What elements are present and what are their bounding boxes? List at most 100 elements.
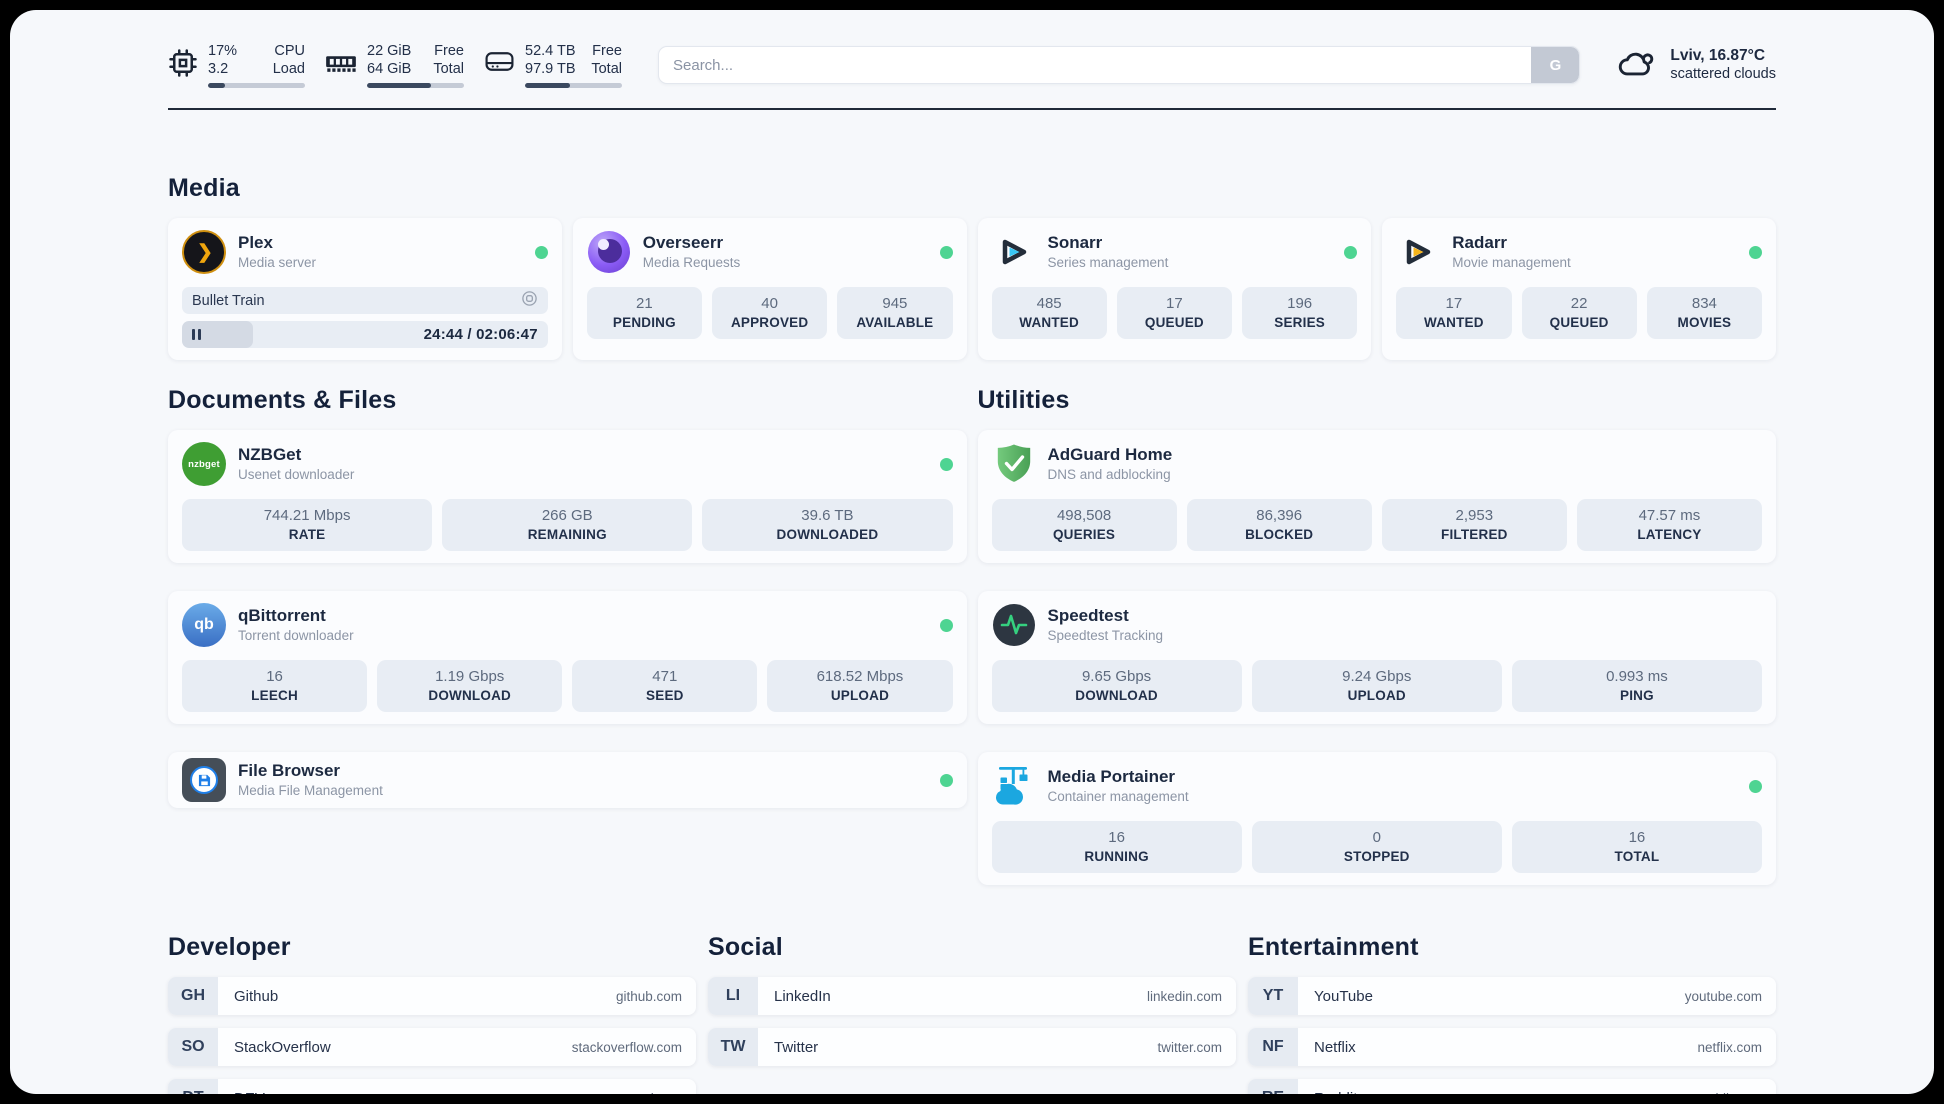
stat-upload: 9.24 Gbps UPLOAD xyxy=(1251,660,1502,712)
section-title-documents: Documents & Files xyxy=(168,386,397,414)
bookmark-url: netflix.com xyxy=(1697,1039,1762,1055)
memory-widget: 22 GiB 64 GiB Free Total xyxy=(325,42,464,88)
app-card-nzbget[interactable]: nzbget NZBGet Usenet downloader 744.21 M… xyxy=(168,430,967,563)
bookmark-group-developer: Developer GH Github github.com SO StackO… xyxy=(168,933,696,1094)
playback-time: 24:44 / 02:06:47 xyxy=(423,326,538,343)
app-card-radarr[interactable]: Radarr Movie management 17 WANTED 22 QUE… xyxy=(1382,218,1776,360)
app-name: AdGuard Home xyxy=(1047,445,1173,465)
stat-seed: 471 SEED xyxy=(572,660,758,712)
memory-total-label: Total xyxy=(433,61,464,77)
plex-icon: ❯ xyxy=(182,230,226,274)
pause-icon[interactable] xyxy=(192,329,201,340)
bookmark-github[interactable]: GH Github github.com xyxy=(168,977,696,1015)
app-card-plex[interactable]: ❯ Plex Media server Bullet Train xyxy=(168,218,562,360)
memory-free-label: Free xyxy=(434,43,464,59)
memory-total-value: 64 GiB xyxy=(367,61,412,77)
section-title-entertainment: Entertainment xyxy=(1248,933,1419,961)
stat-downloaded: 39.6 TB DOWNLOADED xyxy=(702,499,953,551)
cpu-progress-bar xyxy=(208,83,305,88)
adguard-icon xyxy=(992,442,1036,486)
status-dot xyxy=(939,618,953,632)
bookmark-name: StackOverflow xyxy=(234,1038,331,1056)
session-icon[interactable] xyxy=(521,290,538,311)
app-card-sonarr[interactable]: Sonarr Series management 485 WANTED 17 Q… xyxy=(977,218,1372,360)
now-playing-title: Bullet Train xyxy=(192,292,265,309)
app-description: Container management xyxy=(1047,789,1189,805)
app-name: Sonarr xyxy=(1047,233,1103,253)
app-name: Overseerr xyxy=(642,233,724,253)
bookmark-youtube[interactable]: YT YouTube youtube.com xyxy=(1248,977,1776,1015)
app-name: qBittorrent xyxy=(238,606,326,626)
app-name: NZBGet xyxy=(238,445,302,465)
app-description: Torrent downloader xyxy=(238,628,354,644)
bookmark-abbr: LI xyxy=(708,977,758,1015)
memory-free-value: 22 GiB xyxy=(367,43,412,59)
search-engine-button[interactable]: G xyxy=(1531,47,1580,83)
section-documents: Documents & Files nzbget NZBGet Usenet d… xyxy=(168,386,967,885)
section-title-media: Media xyxy=(168,174,240,202)
bookmark-url: dev.to xyxy=(646,1091,682,1095)
stat-blocked: 86,396 BLOCKED xyxy=(1186,499,1372,551)
app-card-filebrowser[interactable]: File Browser Media File Management xyxy=(168,752,967,808)
stat-total: 16 TOTAL xyxy=(1511,821,1763,873)
filebrowser-icon xyxy=(182,758,226,802)
bookmark-stackoverflow[interactable]: SO StackOverflow stackoverflow.com xyxy=(168,1028,696,1066)
cpu-widget: 17% 3.2 CPU Load xyxy=(168,42,305,88)
disk-total-label: Total xyxy=(591,61,622,77)
bookmark-name: Twitter xyxy=(774,1038,819,1056)
bookmark-url: stackoverflow.com xyxy=(571,1039,682,1055)
search-input[interactable] xyxy=(659,47,1532,83)
bookmark-twitter[interactable]: TW Twitter twitter.com xyxy=(708,1028,1236,1066)
app-description: DNS and adblocking xyxy=(1047,467,1171,483)
header-divider xyxy=(168,108,1776,110)
disk-free-label: Free xyxy=(592,43,622,59)
now-playing-row: Bullet Train xyxy=(182,287,548,314)
app-description: Media Requests xyxy=(642,255,741,271)
status-dot xyxy=(939,773,953,787)
app-card-qbittorrent[interactable]: qb qBittorrent Torrent downloader 16 LEE… xyxy=(168,591,967,724)
disk-icon xyxy=(484,48,515,75)
bookmark-url: linkedin.com xyxy=(1146,988,1222,1004)
bookmark-name: DEV xyxy=(234,1090,265,1095)
status-dot xyxy=(1749,779,1762,793)
cpu-usage-value: 17% xyxy=(208,43,238,59)
disk-total-value: 97.9 TB xyxy=(525,61,576,77)
section-utilities: Utilities xyxy=(977,386,1776,885)
bookmark-abbr: GH xyxy=(168,977,218,1015)
status-dot xyxy=(1344,245,1358,259)
app-card-speedtest[interactable]: Speedtest Speedtest Tracking 9.65 Gbps D… xyxy=(977,591,1776,724)
bookmark-reddit[interactable]: RE Reddit reddit.com xyxy=(1248,1079,1776,1094)
bookmark-url: twitter.com xyxy=(1157,1039,1222,1055)
disk-widget: 52.4 TB 97.9 TB Free Total xyxy=(484,42,622,88)
cpu-load-value: 3.2 xyxy=(208,61,229,77)
app-card-portainer[interactable]: Media Portainer Container management 16 … xyxy=(977,752,1776,885)
bookmark-group-entertainment: Entertainment YT YouTube youtube.com NF … xyxy=(1248,933,1776,1094)
dashboard-page: 17% 3.2 CPU Load xyxy=(10,10,1934,1094)
cpu-load-label: Load xyxy=(272,61,305,77)
bookmark-dev[interactable]: DT DEV dev.to xyxy=(168,1079,696,1094)
stat-ping: 0.993 ms PING xyxy=(1511,660,1763,712)
section-title-developer: Developer xyxy=(168,933,291,961)
playback-progress-bar[interactable]: 24:44 / 02:06:47 xyxy=(182,321,548,348)
cpu-usage-label: CPU xyxy=(274,43,305,59)
app-description: Media File Management xyxy=(238,783,383,799)
app-card-overseerr[interactable]: Overseerr Media Requests 21 PENDING 40 A… xyxy=(572,218,967,360)
section-title-utilities: Utilities xyxy=(977,386,1070,414)
app-name: Media Portainer xyxy=(1047,767,1176,787)
cloud-icon xyxy=(1616,46,1658,85)
overseerr-icon xyxy=(587,230,631,274)
bookmark-name: Reddit xyxy=(1314,1090,1357,1095)
stat-remaining: 266 GB REMAINING xyxy=(442,499,693,551)
status-dot xyxy=(939,457,953,471)
stat-latency: 47.57 ms LATENCY xyxy=(1576,499,1762,551)
disk-free-value: 52.4 TB xyxy=(525,43,576,59)
bookmark-linkedin[interactable]: LI LinkedIn linkedin.com xyxy=(708,977,1236,1015)
bookmark-abbr: DT xyxy=(168,1079,218,1094)
bookmark-name: LinkedIn xyxy=(774,987,831,1005)
app-card-adguard[interactable]: AdGuard Home DNS and adblocking 498,508 … xyxy=(977,430,1776,563)
stat-series: 196 SERIES xyxy=(1242,287,1358,339)
memory-icon xyxy=(325,48,357,76)
bookmark-netflix[interactable]: NF Netflix netflix.com xyxy=(1248,1028,1776,1066)
stat-queued: 17 QUEUED xyxy=(1116,287,1232,339)
section-title-social: Social xyxy=(708,933,783,961)
